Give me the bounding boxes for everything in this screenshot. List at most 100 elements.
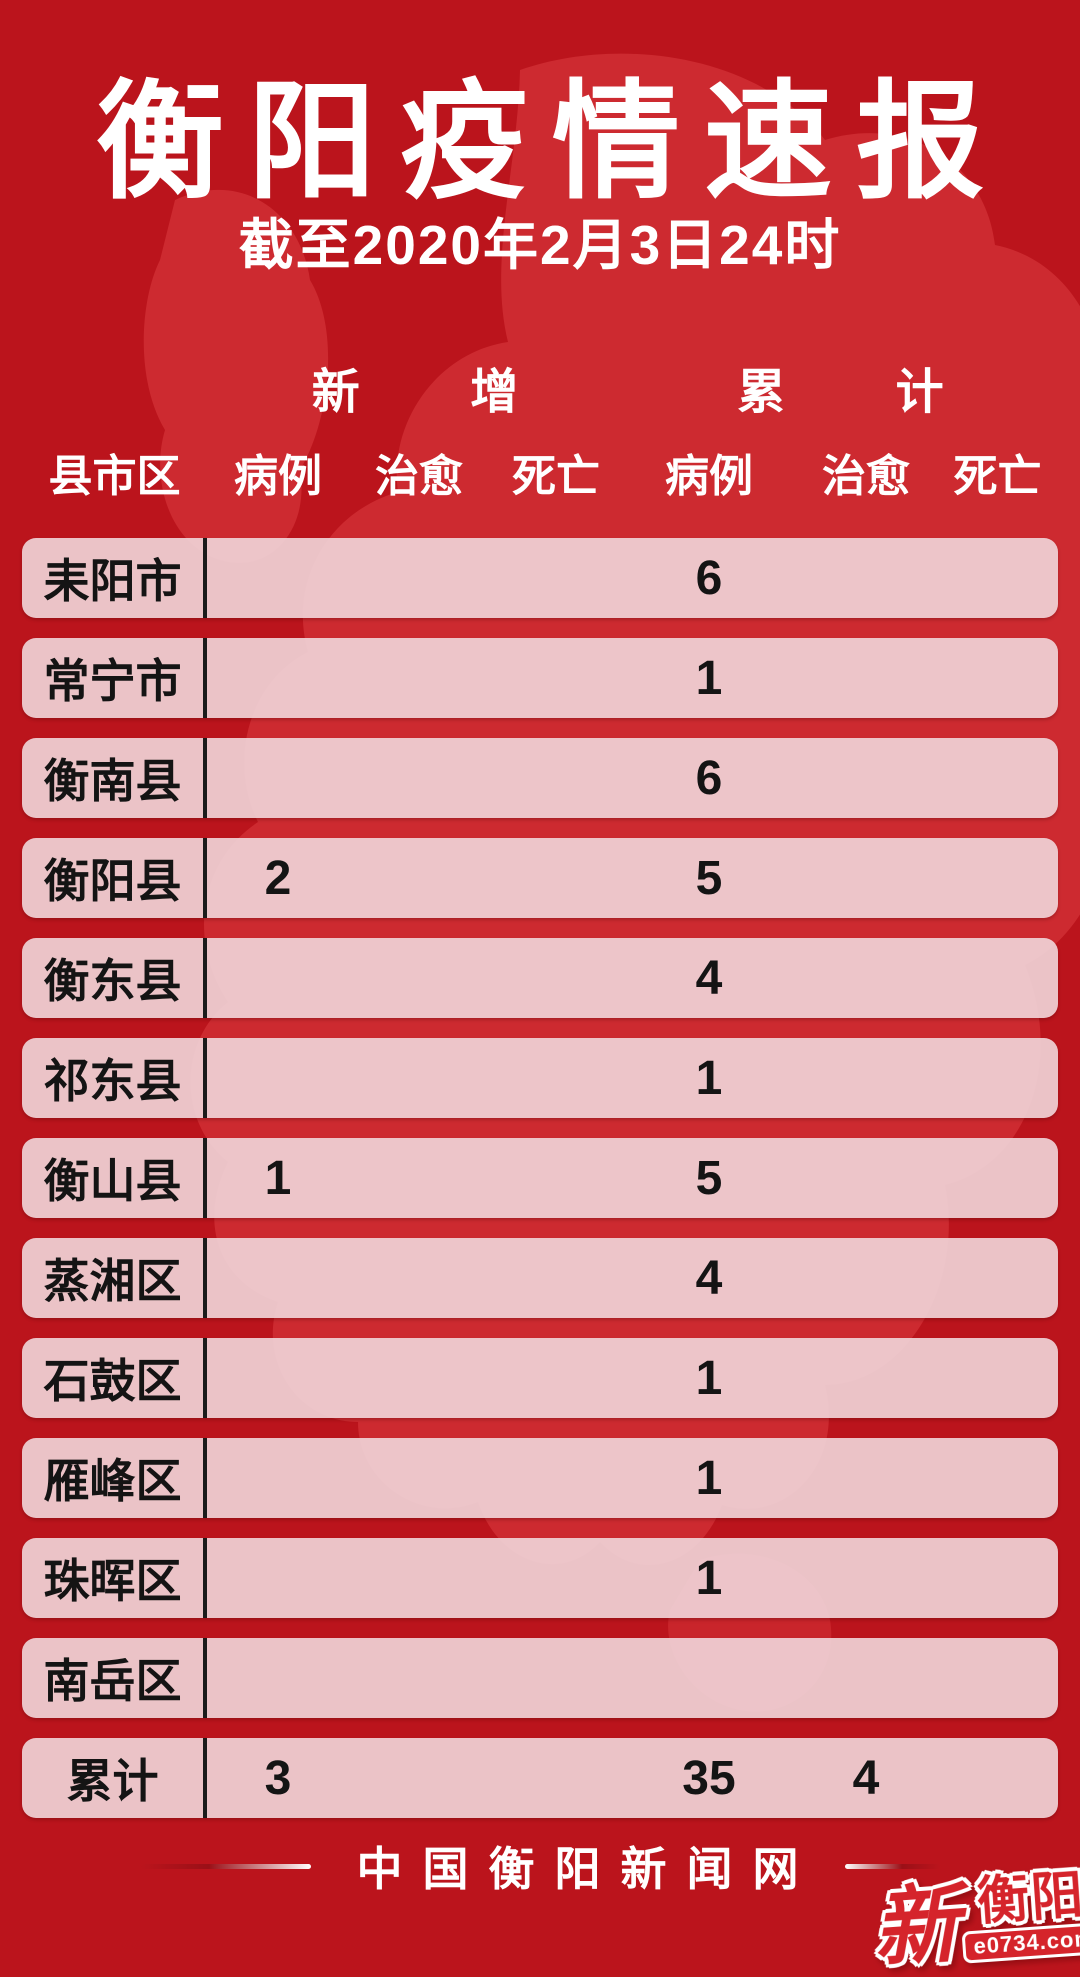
col-header-new-deaths: 死亡 <box>512 452 600 501</box>
table-group-header: 新增 累计 <box>22 352 1058 419</box>
cell-new-cured <box>349 1638 489 1718</box>
cell-total-cured <box>795 838 937 918</box>
cell-new-deaths <box>489 1438 623 1518</box>
cell-total-cured <box>795 938 937 1018</box>
cell-total-cases: 1 <box>695 651 723 705</box>
cell-total-cured <box>795 538 937 618</box>
col-header-region: 县市区 <box>48 452 181 501</box>
table-row: 常宁市 1 <box>22 638 1058 718</box>
cell-new-deaths <box>489 638 623 718</box>
cell-total-deaths <box>937 1638 1058 1718</box>
cell-total-cured <box>795 1638 937 1718</box>
cell-new-cases <box>207 1338 349 1418</box>
cell-new-cases <box>207 1538 349 1618</box>
page-title: 衡阳疫情速报 <box>95 71 1008 214</box>
cell-new-cured <box>349 938 489 1018</box>
cell-total-cases: 1 <box>695 1551 723 1605</box>
cell-new-cases: 2 <box>264 851 292 905</box>
col-header-total-cured: 治愈 <box>822 452 910 501</box>
col-header-new-cured: 治愈 <box>375 452 463 501</box>
cell-total-cured <box>795 1538 937 1618</box>
table-column-header: 县市区 病例 治愈 死亡 病例 治愈 死亡 <box>22 440 1058 502</box>
table-row: 南岳区 <box>22 1638 1058 1718</box>
cell-new-deaths <box>489 838 623 918</box>
cell-new-cured <box>349 1338 489 1418</box>
cell-new-cases <box>207 1038 349 1118</box>
cell-new-deaths <box>489 1138 623 1218</box>
cell-region: 珠晖区 <box>22 1538 207 1618</box>
logo-hengyang-text: 衡阳 <box>975 1866 1080 1932</box>
cell-new-cases <box>207 938 349 1018</box>
cell-region: 耒阳市 <box>22 538 207 618</box>
cell-new-cured <box>349 1238 489 1318</box>
cell-total-cases: 1 <box>695 1351 723 1405</box>
cell-new-deaths <box>489 1638 623 1718</box>
cell-total-deaths <box>937 1038 1058 1118</box>
cell-region: 祁东县 <box>22 1038 207 1118</box>
cell-new-cured <box>349 838 489 918</box>
col-header-total-deaths: 死亡 <box>953 452 1042 501</box>
cell-region: 雁峰区 <box>22 1438 207 1518</box>
cell-total-cases: 6 <box>695 751 723 805</box>
cell-new-deaths <box>489 1038 623 1118</box>
cell-total-deaths <box>937 738 1058 818</box>
cell-new-cured <box>349 1138 489 1218</box>
cell-total-deaths <box>937 1338 1058 1418</box>
table-row: 耒阳市 6 <box>22 538 1058 618</box>
cell-new-deaths <box>489 938 623 1018</box>
cell-total-cases: 4 <box>695 1251 723 1305</box>
cell-region: 衡阳县 <box>22 838 207 918</box>
cell-new-deaths <box>489 1338 623 1418</box>
cell-total-cases: 35 <box>682 1751 736 1805</box>
cell-total-deaths <box>937 1438 1058 1518</box>
cell-total-cured <box>795 1438 937 1518</box>
footer-divider-line-left <box>140 1863 311 1869</box>
table-row: 珠晖区 1 <box>22 1538 1058 1618</box>
cell-region: 蒸湘区 <box>22 1238 207 1318</box>
cell-region: 石鼓区 <box>22 1338 207 1418</box>
cell-total-cases: 5 <box>695 851 723 905</box>
table-row: 衡南县 6 <box>22 738 1058 818</box>
table-row: 雁峰区 1 <box>22 1438 1058 1518</box>
cell-new-cured <box>349 1538 489 1618</box>
cell-new-cured <box>349 638 489 718</box>
footer-divider-line-right <box>844 1863 940 1869</box>
cell-total-cured <box>795 738 937 818</box>
cell-total-deaths <box>937 638 1058 718</box>
cell-region: 南岳区 <box>22 1638 207 1718</box>
table-row: 石鼓区 1 <box>22 1338 1058 1418</box>
logo-xin-character: 新 <box>869 1876 963 1977</box>
cell-new-deaths <box>489 538 623 618</box>
group-header-total: 累计 <box>737 366 1055 419</box>
cell-total-cured <box>795 638 937 718</box>
logo-right-block: 衡阳 e0734.com <box>958 1866 1080 1964</box>
group-header-new: 新增 <box>311 366 629 419</box>
cell-new-cases <box>207 738 349 818</box>
table-row: 累计 3 35 4 <box>22 1738 1058 1818</box>
table-row: 衡山县 1 5 <box>22 1138 1058 1218</box>
cell-total-cured <box>795 1138 937 1218</box>
cell-new-deaths <box>489 1538 623 1618</box>
cell-new-cured <box>349 538 489 618</box>
cell-total-deaths <box>937 938 1058 1018</box>
cell-new-deaths <box>489 738 623 818</box>
cell-new-cured <box>349 1438 489 1518</box>
cell-total-deaths <box>937 1238 1058 1318</box>
col-header-total-cases: 病例 <box>665 452 753 501</box>
cell-total-deaths <box>937 838 1058 918</box>
cell-new-cases <box>207 1438 349 1518</box>
cell-new-cases <box>207 538 349 618</box>
table-row: 祁东县 1 <box>22 1038 1058 1118</box>
cell-total-cases <box>623 1638 795 1718</box>
col-header-new-cases: 病例 <box>234 452 322 501</box>
cell-region: 常宁市 <box>22 638 207 718</box>
cell-total-cases: 4 <box>695 951 723 1005</box>
footer: 中国衡阳新闻网 <box>0 1838 1080 1895</box>
cell-total-deaths <box>937 1138 1058 1218</box>
footer-source: 中国衡阳新闻网 <box>356 1843 819 1895</box>
cell-total-cases: 5 <box>695 1151 723 1205</box>
cell-new-cases <box>207 1238 349 1318</box>
cell-region: 衡东县 <box>22 938 207 1018</box>
cell-new-cases <box>207 638 349 718</box>
table-body: 耒阳市 6 常宁市 1 衡南县 6 衡阳县 2 <box>22 538 1058 1838</box>
